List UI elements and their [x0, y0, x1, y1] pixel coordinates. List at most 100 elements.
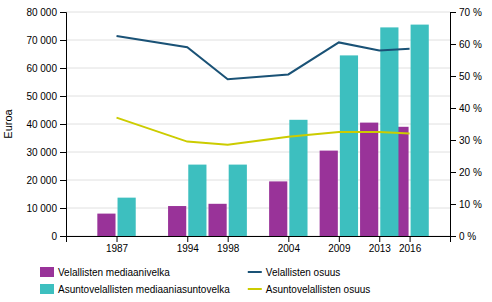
legend-label: Asuntovelallisten osuus — [266, 284, 371, 295]
tick: 40 % — [450, 103, 482, 114]
tick-mark — [450, 172, 456, 173]
tick-mark — [60, 40, 66, 41]
tick-label: 2004 — [278, 243, 301, 254]
tick-label: 1998 — [217, 243, 240, 254]
tick-mark — [450, 204, 456, 205]
tick-label: 2013 — [369, 243, 392, 254]
bar — [229, 165, 247, 236]
tick-mark — [187, 236, 188, 242]
tick: 50 000 — [26, 91, 66, 102]
tick-mark — [60, 68, 66, 69]
tick-label: 1994 — [177, 243, 200, 254]
bar — [118, 198, 136, 236]
bar — [188, 165, 206, 236]
tick-label: 80 000 — [26, 7, 57, 18]
tick-label: 2009 — [328, 243, 351, 254]
tick: 2016 — [399, 236, 422, 254]
y-axis-title: Euroa — [2, 108, 14, 138]
tick-label: 0 — [51, 231, 57, 242]
tick-mark — [288, 236, 289, 242]
chart: 1987 1994 1998 2004 2009 2013 2016 0 10 000 20 00… — [0, 0, 492, 302]
grid — [66, 12, 450, 236]
tick-mark — [60, 208, 66, 209]
tick-mark — [450, 12, 456, 13]
tick: 2013 — [369, 236, 392, 254]
bar — [168, 206, 186, 236]
legend-label: Asuntovelallisten mediaaniasuntovelka — [58, 284, 230, 295]
tick: 1994 — [177, 236, 200, 254]
bar — [208, 204, 226, 236]
legend-swatch — [40, 284, 54, 294]
tick: 60 000 — [26, 63, 66, 74]
legend-swatch — [40, 267, 54, 277]
tick: 30 000 — [26, 147, 66, 158]
tick-mark — [60, 124, 66, 125]
tick-label: 70 000 — [26, 35, 57, 46]
bar — [97, 214, 115, 236]
tick: 2004 — [278, 236, 301, 254]
tick-label: 2016 — [399, 243, 422, 254]
axis: 0 10 000 20 000 30 000 40 000 50 000 60 000 70 … — [26, 7, 66, 242]
tick-label: 10 000 — [26, 203, 57, 214]
legend-swatch — [248, 271, 262, 273]
bar-series — [97, 123, 408, 236]
tick-label: 70 % — [459, 7, 482, 18]
grid-line — [66, 12, 450, 13]
tick-label: 30 % — [459, 135, 482, 146]
bar — [269, 181, 287, 236]
tick: 10 000 — [26, 203, 66, 214]
tick: 10 % — [450, 199, 482, 210]
tick: 50 % — [450, 71, 482, 82]
axis: 0 %10 %20 %30 %40 %50 %60 %70 % — [450, 7, 482, 242]
axis-line — [67, 237, 451, 243]
tick-label: 60 000 — [26, 63, 57, 74]
tick-label: 1987 — [106, 243, 129, 254]
tick-label: 20 % — [459, 167, 482, 178]
tick-mark — [60, 12, 66, 13]
axis-line — [60, 13, 67, 237]
tick: 70 % — [450, 7, 482, 18]
tick: 30 % — [450, 135, 482, 146]
line — [117, 36, 410, 79]
legend-item: Asuntovelallisten osuus — [248, 284, 371, 295]
tick-mark — [60, 236, 66, 237]
tick-mark — [450, 108, 456, 109]
tick-mark — [228, 236, 229, 242]
tick-mark — [450, 140, 456, 141]
legend: Velallisten mediaanivelka Asuntovelallist… — [40, 267, 370, 295]
tick-mark — [60, 152, 66, 153]
tick-mark — [379, 236, 380, 242]
tick-mark — [339, 236, 340, 242]
tick-mark — [60, 180, 66, 181]
tick: 0 % — [450, 231, 476, 242]
tick-label: 30 000 — [26, 147, 57, 158]
bar — [340, 55, 358, 236]
tick-label: 50 % — [459, 71, 482, 82]
tick-mark — [450, 236, 456, 237]
tick: 40 000 — [26, 119, 66, 130]
tick-label: 40 % — [459, 103, 482, 114]
line — [117, 118, 410, 145]
tick: 20 % — [450, 167, 482, 178]
bar — [360, 123, 378, 236]
tick: 2009 — [328, 236, 351, 254]
tick: 70 000 — [26, 35, 66, 46]
axis-line — [451, 13, 457, 237]
tick-mark — [450, 76, 456, 77]
tick: 1987 — [106, 236, 129, 254]
plot-area — [97, 25, 428, 236]
tick-label: 0 % — [459, 231, 476, 242]
legend-label: Velallisten mediaanivelka — [58, 267, 170, 278]
legend-item: Velallisten mediaanivelka — [40, 267, 170, 278]
legend-item: Velallisten osuus — [248, 267, 341, 278]
tick-label: 10 % — [459, 199, 482, 210]
axis: 1987 1994 1998 2004 2009 2013 2016 — [67, 236, 451, 254]
tick-mark — [450, 44, 456, 45]
tick: 20 000 — [26, 175, 66, 186]
tick: 80 000 — [26, 7, 66, 18]
legend-item: Asuntovelallisten mediaaniasuntovelka — [40, 284, 230, 295]
tick-label: 50 000 — [26, 91, 57, 102]
legend-label: Velallisten osuus — [266, 267, 341, 278]
tick: 1998 — [217, 236, 240, 254]
tick-label: 40 000 — [26, 119, 57, 130]
